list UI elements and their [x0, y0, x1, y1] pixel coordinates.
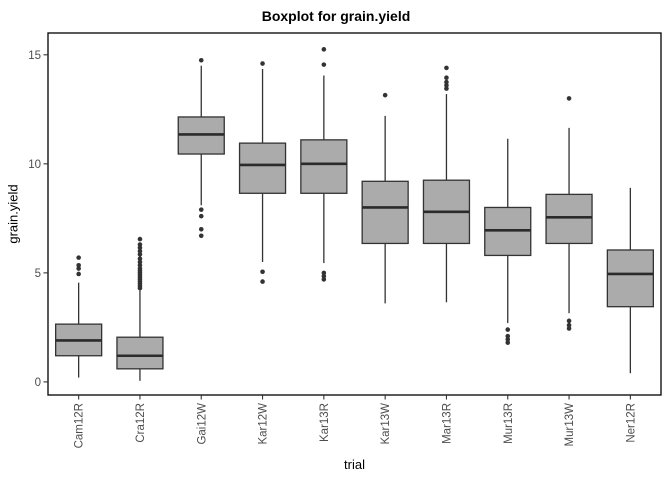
- outlier-point: [137, 248, 143, 254]
- outlier-point: [444, 86, 449, 91]
- x-axis-title: trial: [344, 457, 365, 472]
- outlier-point: [76, 271, 81, 277]
- x-tick-label: Kar13R: [319, 403, 331, 442]
- outlier-point: [76, 266, 81, 271]
- outlier-point: [198, 207, 204, 212]
- boxplot-group-kar13r: [300, 47, 348, 282]
- boxplot-group-cam12r: [55, 255, 103, 378]
- outlier-point: [137, 262, 143, 268]
- outlier-point: [260, 269, 265, 275]
- outlier-point: [566, 326, 572, 331]
- x-tick-label: Gai12W: [196, 403, 208, 445]
- y-tick-label: 5: [35, 268, 41, 280]
- x-tick-label: Mur13W: [564, 403, 576, 447]
- x-tick-label: Cam12R: [74, 403, 86, 448]
- outlier-point: [321, 273, 327, 279]
- boxplot-group-kar13w: [361, 92, 409, 304]
- iqr-box: [361, 180, 409, 245]
- outlier-point: [505, 337, 511, 342]
- boxplot-group-ner12r: [606, 187, 654, 374]
- plot-panel-border: [47, 32, 662, 396]
- boxplot-group-mur13w: [545, 96, 593, 331]
- outlier-point: [382, 92, 388, 98]
- iqr-box: [300, 139, 348, 194]
- outlier-point: [198, 226, 204, 232]
- outlier-point: [321, 62, 327, 67]
- outlier-point: [444, 83, 449, 88]
- outlier-point: [505, 340, 511, 345]
- iqr-box: [545, 193, 593, 245]
- x-tick-label: Kar12W: [258, 403, 270, 445]
- x-tick-label: Cra12R: [135, 403, 147, 443]
- y-tick-label: 0: [35, 377, 41, 389]
- x-tick-label: Kar13W: [380, 403, 392, 445]
- iqr-box: [238, 142, 287, 194]
- outlier-point: [260, 279, 265, 284]
- iqr-box: [116, 336, 164, 370]
- outlier-point: [137, 236, 143, 242]
- outlier-point: [444, 75, 449, 81]
- outlier-point: [505, 333, 511, 339]
- outlier-point: [321, 47, 327, 52]
- outlier-point: [321, 270, 327, 276]
- iqr-box: [606, 249, 654, 308]
- outlier-point: [198, 57, 204, 63]
- outlier-point: [260, 61, 265, 66]
- chart-title: Boxplot for grain.yield: [261, 8, 411, 24]
- outlier-point: [444, 79, 449, 85]
- y-tick-label: 15: [28, 50, 41, 62]
- outlier-point: [137, 242, 143, 247]
- outlier-point: [76, 262, 81, 268]
- outlier-point: [137, 266, 143, 271]
- outlier-point: [566, 318, 572, 324]
- outlier-point: [566, 322, 572, 328]
- outlier-point: [566, 96, 572, 101]
- outlier-point: [321, 277, 327, 282]
- outlier-point: [505, 327, 511, 332]
- outlier-point: [198, 213, 204, 219]
- outlier-point: [444, 65, 449, 71]
- outlier-point: [137, 252, 143, 257]
- y-tick-label: 10: [28, 159, 41, 171]
- boxplot-group-mur13r: [484, 138, 532, 345]
- outlier-point: [198, 233, 204, 239]
- boxplot-group-kar12w: [238, 61, 287, 284]
- boxplot-group-gai12w: [177, 57, 225, 239]
- outlier-point: [76, 255, 81, 260]
- outlier-point: [137, 259, 143, 265]
- outlier-point: [137, 245, 143, 251]
- x-tick-label: Ner12R: [625, 403, 637, 443]
- boxplot-group-cra12r: [116, 236, 164, 381]
- outlier-point: [137, 256, 143, 262]
- x-tick-label: Mar13R: [441, 403, 453, 444]
- x-tick-label: Mur13R: [503, 403, 515, 444]
- boxplot-group-mar13r: [422, 65, 471, 303]
